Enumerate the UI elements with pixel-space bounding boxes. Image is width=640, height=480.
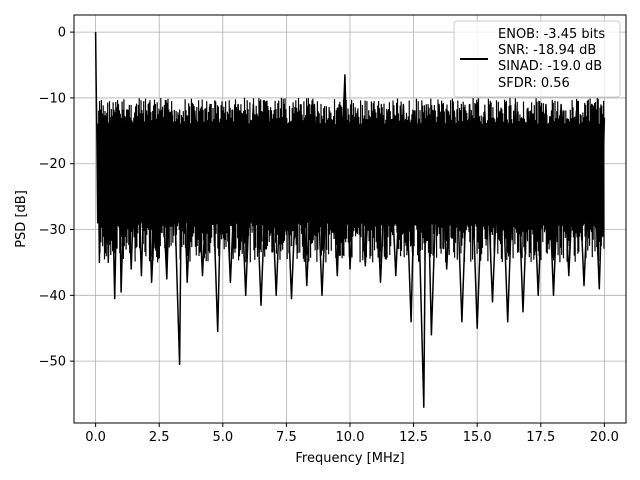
x-tick-label: 12.5 (399, 430, 428, 445)
legend: ENOB: -3.45 bits SNR: -18.94 dB SINAD: -… (453, 20, 621, 98)
legend-line-enob: ENOB: -3.45 bits (498, 27, 605, 42)
x-tick-label: 10.0 (336, 430, 365, 445)
legend-line-sfdr: SFDR: 0.56 (498, 76, 570, 91)
psd-series (94, 32, 606, 408)
x-tick-label: 2.5 (149, 430, 170, 445)
x-axis-ticks: 0.0 2.5 5.0 7.5 10.0 12.5 15.0 17.5 20.0 (85, 423, 619, 445)
x-tick-label: 7.5 (276, 430, 297, 445)
x-axis-label: Frequency [MHz] (295, 451, 404, 466)
y-axis-ticks: 0 −10 −20 −30 −40 −50 (39, 26, 74, 370)
legend-box (453, 20, 621, 98)
legend-line-sinad: SINAD: -19.0 dB (498, 59, 602, 74)
y-tick-label: −20 (39, 157, 66, 172)
legend-line-snr: SNR: -18.94 dB (498, 43, 596, 58)
y-axis-label: PSD [dB] (14, 190, 29, 248)
x-tick-label: 15.0 (463, 430, 492, 445)
y-tick-label: −50 (39, 355, 66, 370)
x-tick-label: 0.0 (85, 430, 106, 445)
y-tick-label: −30 (39, 223, 66, 238)
y-tick-label: 0 (58, 26, 66, 41)
x-tick-label: 17.5 (526, 430, 555, 445)
x-tick-label: 20.0 (590, 430, 619, 445)
y-tick-label: −10 (39, 91, 66, 106)
x-tick-label: 5.0 (212, 430, 233, 445)
y-tick-label: −40 (39, 289, 66, 304)
psd-line (94, 32, 606, 408)
